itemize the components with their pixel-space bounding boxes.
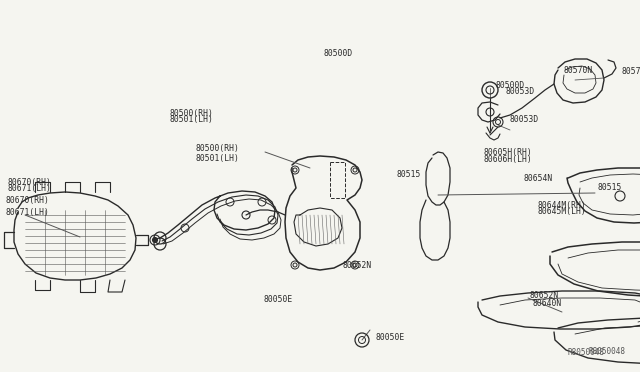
Text: 80670(RH): 80670(RH): [5, 196, 49, 205]
Text: 80515: 80515: [397, 170, 421, 179]
Text: 80652N: 80652N: [530, 292, 559, 301]
Circle shape: [152, 237, 157, 243]
Text: 80606H(LH): 80606H(LH): [483, 155, 532, 164]
Text: 80644M(RH): 80644M(RH): [538, 201, 586, 210]
Text: 80500(RH): 80500(RH): [195, 144, 239, 153]
Text: 80652N: 80652N: [342, 262, 372, 270]
Text: R8050048: R8050048: [568, 348, 605, 357]
Text: 80671(LH): 80671(LH): [5, 208, 49, 217]
Text: 80670(RH): 80670(RH): [8, 178, 52, 187]
Text: 80053D: 80053D: [506, 87, 535, 96]
Text: 80654N: 80654N: [524, 174, 553, 183]
Text: 80645M(LH): 80645M(LH): [538, 207, 586, 216]
Text: 80050E: 80050E: [375, 334, 404, 343]
Text: R8050048: R8050048: [589, 347, 626, 356]
Text: 80500(RH): 80500(RH): [170, 109, 214, 118]
Text: 80570N: 80570N: [563, 66, 593, 75]
Text: 80501(LH): 80501(LH): [170, 115, 214, 124]
Text: 80501(LH): 80501(LH): [195, 154, 239, 163]
Text: 80050E: 80050E: [264, 295, 293, 304]
Text: 80500D: 80500D: [495, 80, 524, 90]
Text: 80605H(RH): 80605H(RH): [483, 148, 532, 157]
Text: 80640N: 80640N: [532, 299, 562, 308]
Text: 80515: 80515: [598, 183, 622, 192]
Text: 80500D: 80500D: [323, 49, 353, 58]
Text: 80570N: 80570N: [622, 67, 640, 77]
Text: 80671(LH): 80671(LH): [8, 184, 52, 193]
Text: 80053D: 80053D: [510, 115, 540, 125]
